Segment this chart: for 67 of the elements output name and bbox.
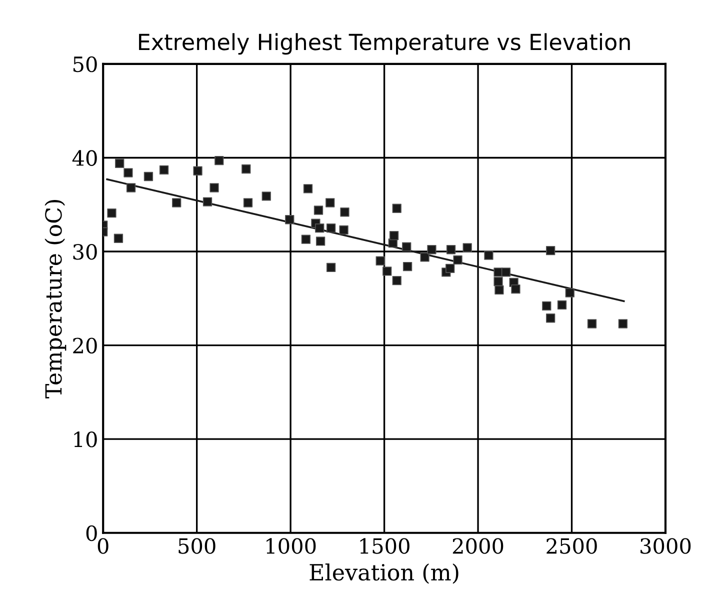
point [420,252,430,262]
y-axis-title: Temperature (oC) [44,200,66,398]
point [340,208,350,217]
point [453,255,462,265]
x-tick-label: 500 [178,538,216,554]
point [303,184,313,194]
point [389,230,399,240]
point [446,245,456,254]
x-tick-label: 2000 [452,538,504,554]
point [316,236,326,246]
point [382,266,392,276]
point [392,204,402,213]
x-tick-label: 0 [98,538,108,554]
point [494,276,503,286]
point [376,256,385,266]
point [427,245,436,254]
point [462,243,472,252]
point [242,164,251,174]
point [243,198,253,208]
point [326,223,336,233]
point [618,319,628,328]
point [484,250,494,260]
point [494,285,504,295]
point [587,319,597,328]
point [501,268,511,277]
y-tick-label: 0 [86,525,97,542]
point [402,262,412,272]
point [214,156,224,166]
point [301,234,311,244]
x-tick-label: 1000 [266,538,316,554]
point [126,183,136,192]
x-tick-label: 3000 [640,538,691,554]
point [565,288,574,298]
x-tick-label: 2500 [546,538,597,554]
point [326,198,335,208]
point [285,215,294,224]
point [326,262,336,272]
x-axis-title: Elevation (m) [310,563,458,584]
point [392,276,402,286]
point [542,301,552,310]
y-tick-label: 10 [74,432,97,448]
point [144,172,154,182]
point [193,166,202,176]
point [339,225,348,235]
point [262,192,271,201]
point [107,208,116,218]
chart-title: Extremely Highest Temperature vs Elevation [139,33,630,55]
point [114,234,124,243]
point [315,223,324,233]
point [446,264,455,273]
point [314,206,324,215]
point [115,158,124,168]
point [557,300,567,310]
point [202,197,212,206]
point [124,168,133,178]
y-tick-label: 20 [73,338,97,354]
x-tick-label: 1500 [360,538,410,554]
point [172,198,182,208]
y-tick-label: 50 [74,56,97,72]
y-tick-label: 40 [72,150,97,166]
y-tick-label: 30 [73,244,97,260]
point [210,183,219,192]
point [159,165,169,175]
point [511,284,520,294]
point [546,314,556,323]
point [402,242,412,252]
point [546,246,556,256]
